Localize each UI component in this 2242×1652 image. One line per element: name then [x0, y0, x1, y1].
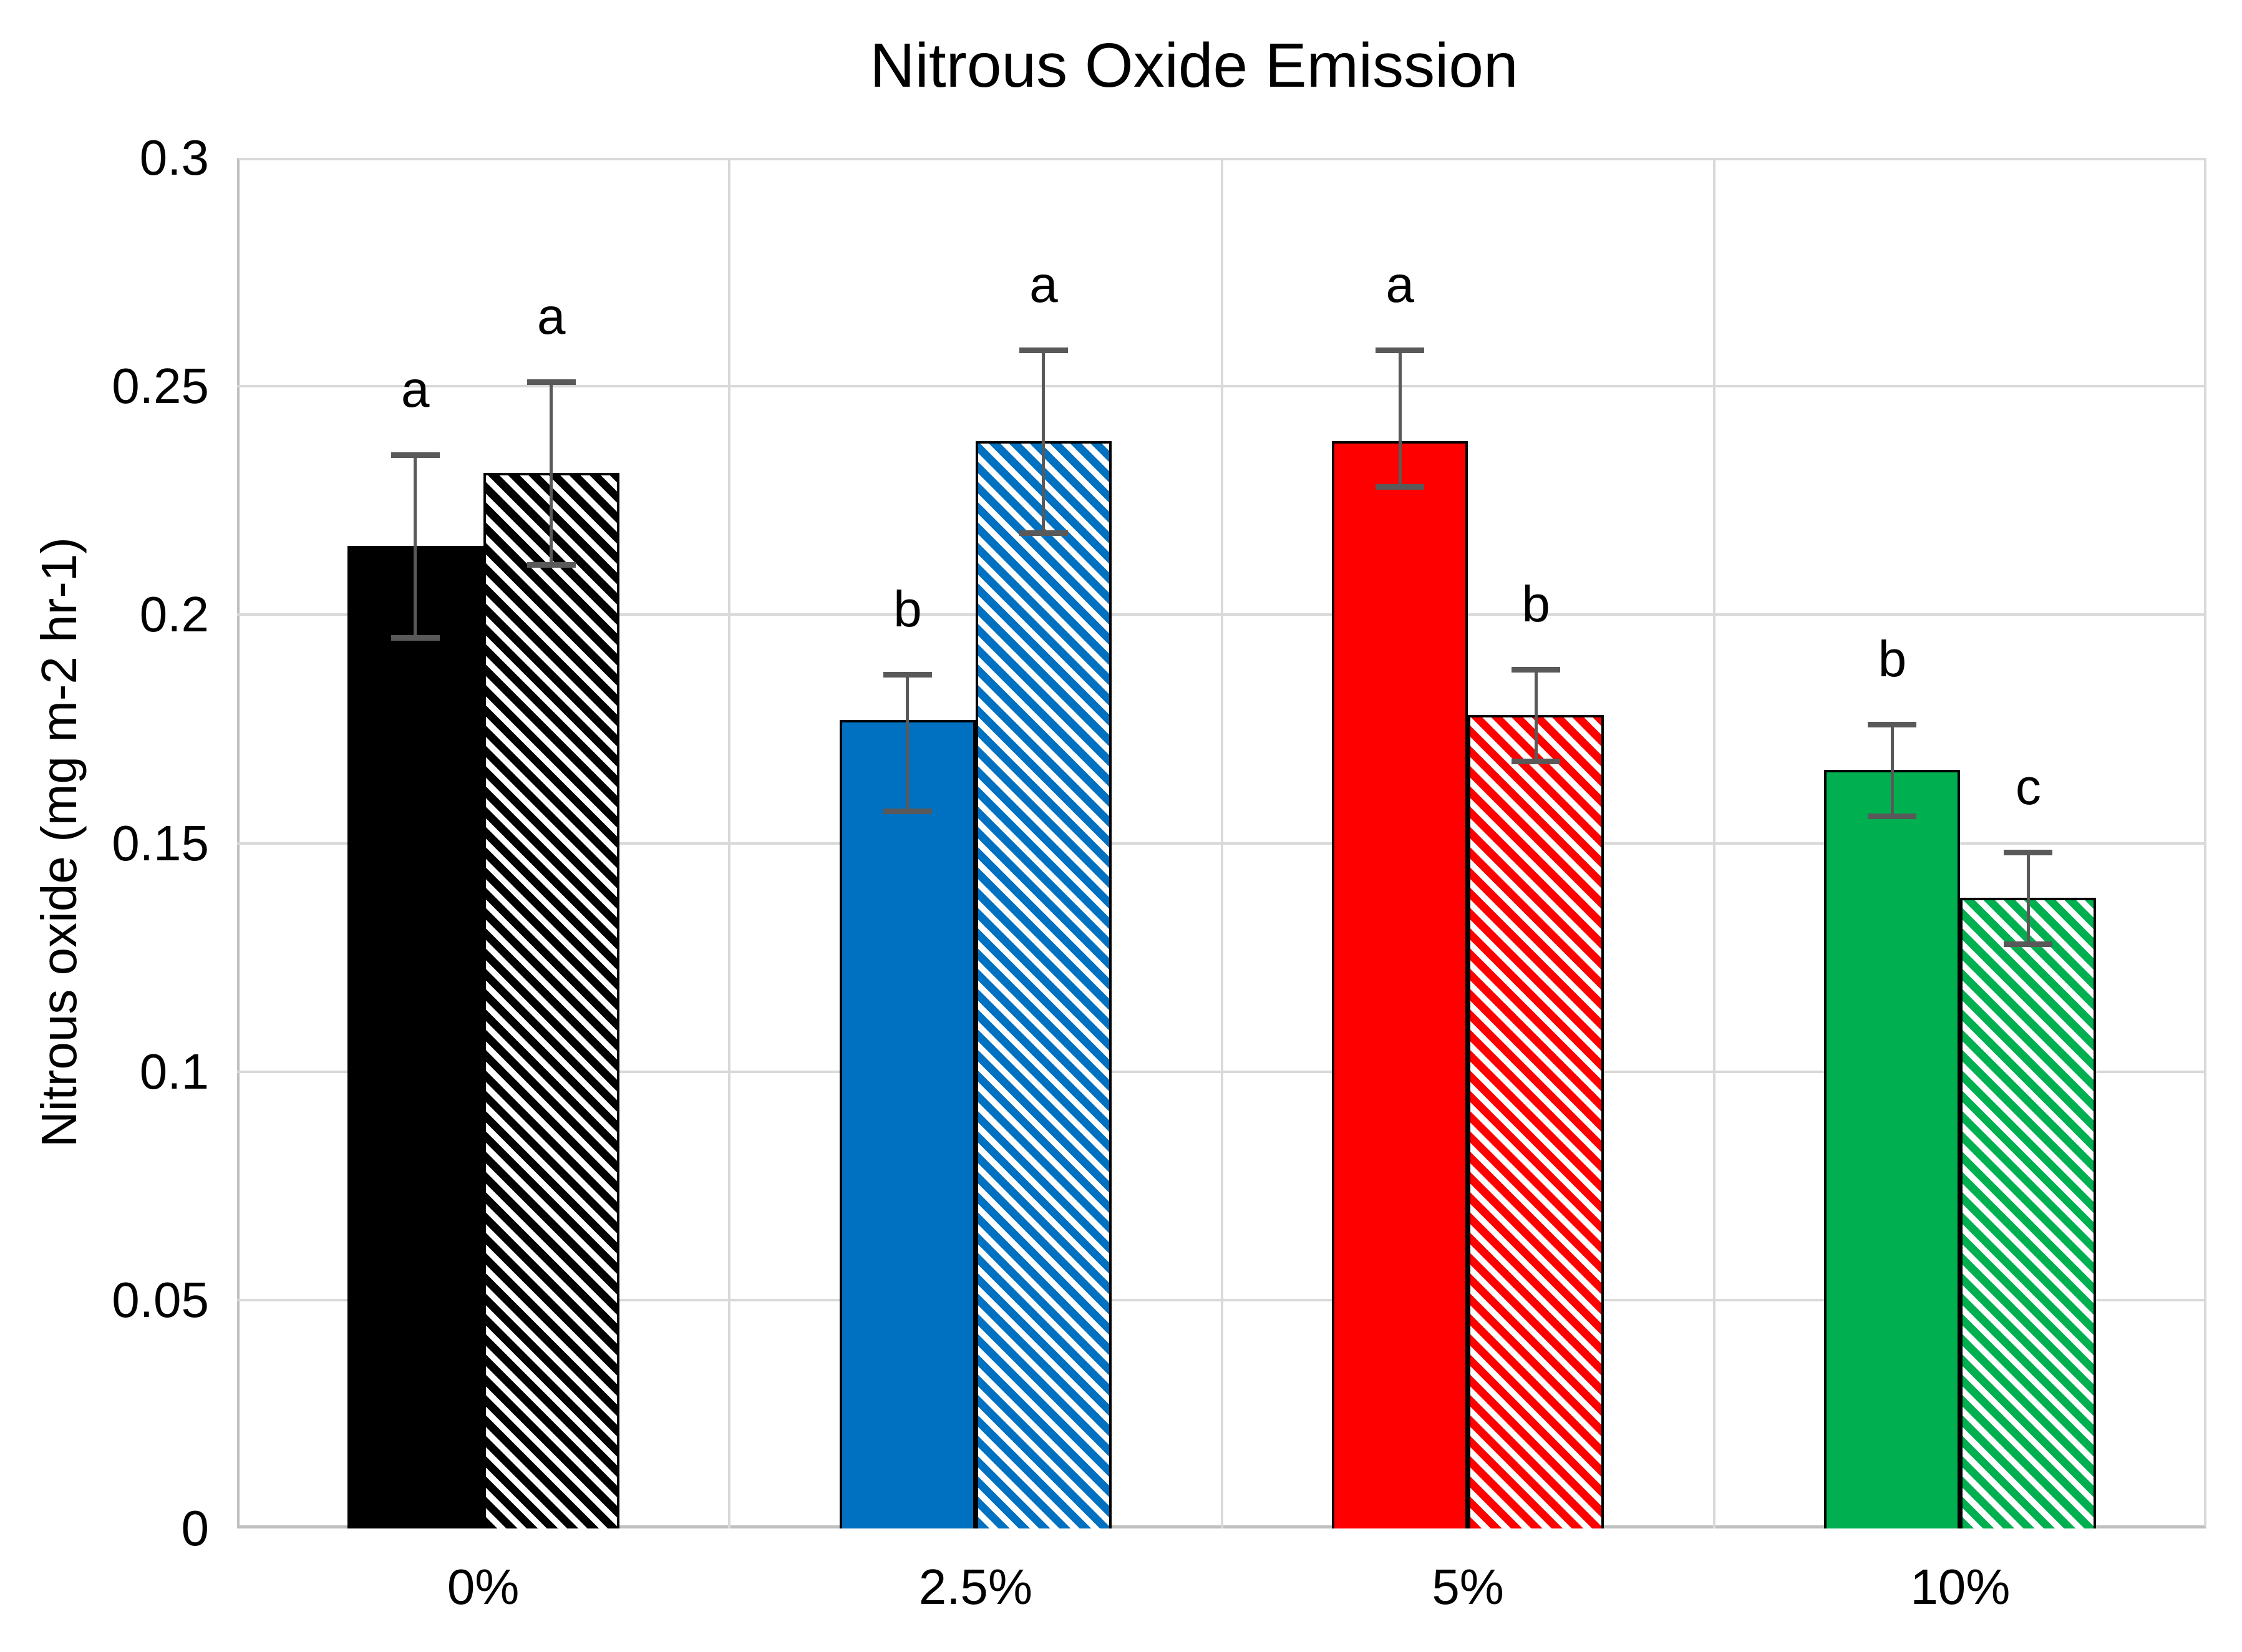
y-tick-label: 0.3 [139, 130, 209, 185]
bar-hatched [1468, 715, 1604, 1528]
significance-letter: a [400, 361, 430, 419]
significance-letter: a [536, 288, 566, 345]
error-bar-cap-bottom [883, 809, 932, 815]
significance-letter: b [1878, 631, 1907, 688]
error-bar-cap-top [883, 671, 932, 678]
y-tick-label: 0 [181, 1500, 210, 1556]
error-bar-line [550, 381, 553, 565]
significance-letter: c [2015, 759, 2041, 816]
chart-title: Nitrous Oxide Emission [870, 31, 1518, 100]
error-bar-cap-top [1512, 667, 1561, 673]
error-bar-cap-bottom [2004, 941, 2053, 947]
x-tick-label: 5% [1432, 1559, 1504, 1615]
y-tick-label: 0.1 [139, 1043, 209, 1099]
bar-hatched [483, 473, 619, 1528]
bar-hatched [1960, 898, 2097, 1528]
error-bar-cap-bottom [1868, 813, 1917, 819]
v-gridline [728, 158, 731, 1528]
error-bar-cap-top [1868, 722, 1917, 728]
v-gridline [1712, 158, 1715, 1528]
error-bar-cap-top [2004, 850, 2053, 856]
significance-letter: b [893, 580, 922, 638]
y-axis-title: Nitrous oxide (mg m-2 hr-1) [31, 537, 87, 1148]
error-bar-cap-bottom [1512, 758, 1561, 764]
bar-solid [839, 719, 976, 1528]
y-tick-label: 0.05 [112, 1271, 209, 1328]
significance-letter: a [1029, 256, 1058, 313]
significance-letter: a [1385, 256, 1414, 313]
error-bar-line [2026, 852, 2030, 944]
bar-hatched [975, 441, 1112, 1528]
error-bar-line [1042, 349, 1046, 533]
y-tick-label: 0.25 [112, 358, 209, 414]
error-bar-line [1890, 724, 1894, 816]
error-bar-cap-top [1019, 347, 1068, 353]
error-bar-cap-top [1376, 347, 1425, 353]
bar-solid [1824, 770, 1961, 1528]
error-bar-cap-bottom [391, 634, 440, 641]
error-bar-cap-top [391, 452, 440, 459]
y-tick-label: 0.15 [112, 815, 209, 871]
error-bar-cap-bottom [527, 561, 576, 568]
x-tick-label: 2.5% [918, 1559, 1033, 1615]
bar-solid [347, 546, 483, 1528]
error-bar-line [906, 674, 910, 812]
error-bar-line [1398, 349, 1402, 487]
y-tick-label: 0.2 [139, 586, 209, 643]
error-bar-cap-bottom [1019, 530, 1068, 536]
bar-solid [1332, 441, 1468, 1528]
error-bar-line [414, 455, 417, 638]
v-gridline [1220, 158, 1223, 1528]
significance-letter: b [1521, 576, 1550, 633]
x-tick-label: 10% [1910, 1559, 2011, 1615]
error-bar-line [1534, 669, 1538, 761]
error-bar-cap-bottom [1376, 484, 1425, 490]
error-bar-cap-top [527, 379, 576, 385]
x-tick-label: 0% [447, 1559, 520, 1615]
